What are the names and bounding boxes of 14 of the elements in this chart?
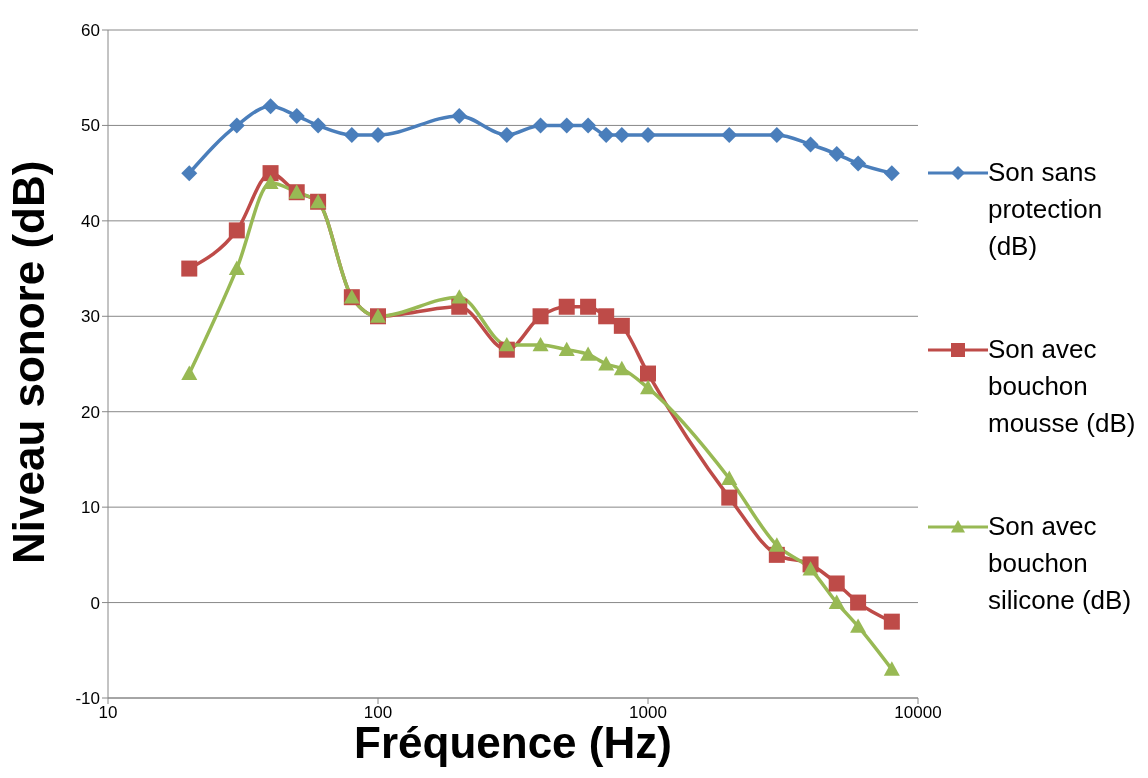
x-tick-label: 10000: [894, 703, 942, 723]
y-tick-label: 30: [81, 307, 100, 327]
y-tick-label: 0: [90, 593, 100, 613]
y-tick-label: 20: [81, 402, 100, 422]
y-tick-label: -10: [75, 689, 100, 709]
y-axis-title: Niveau sonore (dB): [3, 160, 53, 564]
legend-label: Son avec bouchon silicone (dB): [988, 509, 1133, 617]
y-tick-label: 40: [81, 211, 100, 231]
legend-label: Son avec bouchon mousse (dB): [988, 332, 1137, 440]
y-tick-label: 10: [81, 498, 100, 518]
y-tick-label: 50: [81, 116, 100, 136]
x-tick-label: 10: [98, 703, 118, 723]
y-tick-label: 60: [81, 21, 100, 41]
legend-label: Son sans protection (dB): [988, 155, 1104, 263]
